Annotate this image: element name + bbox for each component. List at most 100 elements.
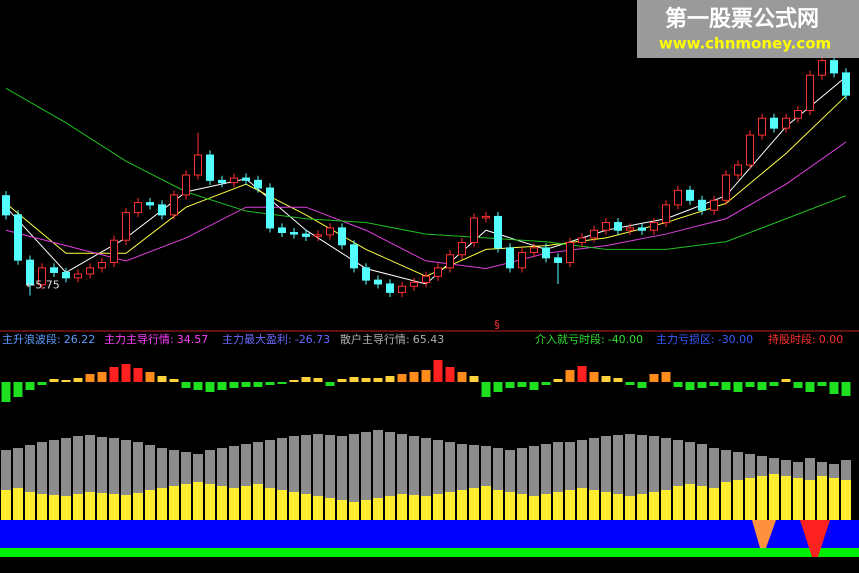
indicator-bar <box>217 382 227 390</box>
candle-body <box>50 267 58 273</box>
volume-bar <box>469 445 479 520</box>
indicator-bar <box>613 378 623 382</box>
candle-body <box>578 237 586 244</box>
volume-bar <box>649 492 659 520</box>
indicator-bar <box>637 382 647 388</box>
indicator-bar <box>529 382 539 390</box>
candle-body <box>146 202 154 206</box>
readout: 介入就亏时段: -40.00 <box>535 332 643 346</box>
indicator-bar <box>793 382 803 388</box>
candle-body <box>842 72 850 96</box>
volume-bar <box>205 484 215 520</box>
volume-bar <box>193 482 203 520</box>
candle-body <box>350 244 358 269</box>
volume-bar <box>49 440 59 520</box>
volume-bar <box>457 490 467 520</box>
candle-body <box>494 215 502 249</box>
indicator-bar <box>181 382 191 388</box>
volume-bar <box>97 437 107 520</box>
candle-body <box>230 177 238 184</box>
indicator-bar <box>577 366 587 382</box>
volume-bar <box>301 435 311 520</box>
volume-bar <box>493 490 503 520</box>
indicator-bar <box>457 372 467 382</box>
candle-body <box>446 254 454 269</box>
readout-name: 持股时段: <box>768 332 816 346</box>
readout-value: 34.57 <box>177 333 209 346</box>
indicator-bar <box>649 374 659 382</box>
candle-body <box>818 60 826 76</box>
candle-body <box>698 199 706 211</box>
readout-value: -30.00 <box>718 333 753 346</box>
indicator-bar <box>25 382 35 390</box>
indicator-bar <box>805 382 815 392</box>
candle-body <box>302 233 310 237</box>
indicator-bar <box>85 374 95 382</box>
volume-bar <box>229 488 239 520</box>
candle-body <box>254 179 262 189</box>
indicator-bar <box>313 378 323 382</box>
moving-average-line <box>5 87 847 250</box>
volume-bar <box>217 448 227 520</box>
candle-body <box>506 247 514 269</box>
volume-bar <box>565 490 575 520</box>
volume-bar <box>253 484 263 520</box>
volume-bar <box>325 498 335 520</box>
candle-body <box>362 267 370 281</box>
volume-bar <box>241 444 251 520</box>
indicator-bar <box>721 382 731 390</box>
indicator-bar <box>349 377 359 382</box>
indicator-bar <box>397 374 407 382</box>
candle-body <box>398 285 406 293</box>
readout-name: 主力亏损区: <box>656 332 715 346</box>
volume-bar <box>181 484 191 520</box>
volume-bar <box>433 440 443 520</box>
candle-body <box>770 117 778 129</box>
volume-bar <box>85 492 95 520</box>
candle-body <box>74 273 82 279</box>
candle-body <box>98 261 106 269</box>
indicator-bar <box>121 364 131 382</box>
readout: 主力主导行情: 34.57 <box>104 333 208 346</box>
readout-name: 主升浪波段: <box>2 332 61 346</box>
indicator-bar <box>145 372 155 382</box>
indicator-bar <box>157 376 167 382</box>
indicator-bar <box>433 360 443 382</box>
watermark-box <box>637 0 859 58</box>
volume-bar <box>421 438 431 520</box>
volume-bar <box>1 450 11 520</box>
readout-value: -40.00 <box>608 333 643 346</box>
volume-bar <box>349 502 359 520</box>
readout-name: 介入就亏时段: <box>535 332 605 346</box>
candle-body <box>182 174 190 196</box>
candle-body <box>590 229 598 239</box>
volume-bar <box>133 493 143 520</box>
volume-bar <box>505 492 515 520</box>
candle-body <box>326 227 334 236</box>
volume-bar <box>517 448 527 520</box>
volume-bar <box>481 486 491 520</box>
indicator-bar <box>205 382 215 392</box>
indicator-bar <box>817 382 827 386</box>
volume-bar <box>241 486 251 520</box>
volume-bar <box>25 492 35 520</box>
candle-body <box>290 232 298 235</box>
indicator-bar <box>841 382 851 396</box>
candle-body <box>134 202 142 214</box>
volume-bar <box>13 448 23 520</box>
volume-bar <box>313 434 323 520</box>
candle-body <box>542 247 550 259</box>
candle-body <box>638 227 646 231</box>
indicator-bar <box>1 382 11 402</box>
candle-body <box>554 257 562 263</box>
volume-bar <box>385 496 395 520</box>
candle-body <box>374 279 382 285</box>
volume-bar <box>637 435 647 520</box>
indicator-bar <box>133 368 143 382</box>
volume-bar <box>433 494 443 520</box>
candle-body <box>86 267 94 275</box>
indicator-bar <box>253 382 263 387</box>
volume-bar <box>553 492 563 520</box>
